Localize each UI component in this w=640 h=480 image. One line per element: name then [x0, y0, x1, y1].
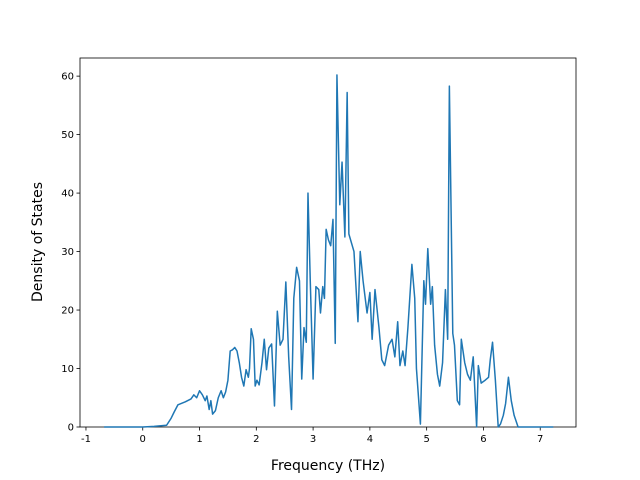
x-axis-label: Frequency (THz)	[271, 458, 385, 474]
x-tick-label: 3	[310, 434, 316, 445]
x-tick-label: 1	[196, 434, 202, 445]
x-tick-label: 6	[480, 434, 486, 445]
y-tick-label: 0	[68, 423, 74, 434]
y-tick-label: 10	[61, 364, 74, 375]
x-tick-label: 5	[423, 434, 429, 445]
x-tick-label: 4	[367, 434, 373, 445]
y-tick-label: 50	[61, 130, 74, 141]
plot-frame	[79, 57, 577, 428]
y-tick-label: 60	[61, 72, 74, 83]
x-tick-label: 7	[537, 434, 543, 445]
y-tick-label: 40	[61, 189, 74, 200]
y-tick-label: 30	[61, 247, 74, 258]
y-axis-label: Density of States	[30, 182, 46, 302]
y-tick-label: 20	[61, 306, 74, 317]
series-line	[104, 74, 554, 428]
x-tick-label: -1	[81, 434, 91, 445]
x-tick-label: 2	[253, 434, 259, 445]
x-tick-label: 0	[140, 434, 146, 445]
